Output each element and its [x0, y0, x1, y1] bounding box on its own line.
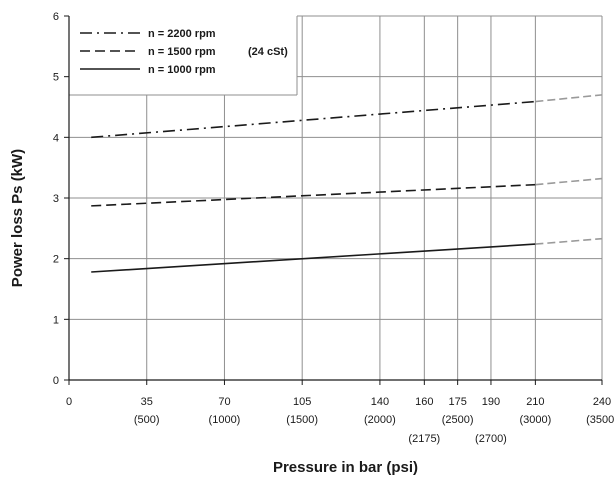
legend-label-2: n = 1000 rpm — [148, 64, 216, 76]
y-tick-label: 5 — [53, 72, 59, 84]
y-tick-label: 2 — [53, 254, 59, 266]
x-tick-sublabel: (3500) — [586, 414, 614, 426]
x-tick-label: 140 — [371, 396, 389, 408]
x-tick-sublabel: (2500) — [442, 414, 474, 426]
x-axis-title: Pressure in bar (psi) — [273, 459, 418, 476]
tick-labels: 0 1 2 3 4 5 6 0 35 (500) 70 (1000) 105 (1500) 140 (2000… — [53, 11, 614, 445]
x-tick-sublabel: (2700) — [475, 433, 507, 445]
series-extrapolation-0 — [535, 94, 603, 103]
grid — [69, 15, 603, 380]
y-tick-label: 6 — [53, 11, 59, 23]
y-tick-label: 3 — [53, 193, 59, 205]
series-lines — [91, 94, 603, 273]
x-tick-label: 175 — [448, 396, 466, 408]
x-tick-label: 160 — [415, 396, 433, 408]
series-extrapolation-1 — [535, 177, 603, 186]
legend-note: (24 cSt) — [248, 46, 288, 58]
x-tick-label: 70 — [218, 396, 230, 408]
x-tick-label: 105 — [293, 396, 311, 408]
x-tick-sublabel: (1000) — [209, 414, 241, 426]
x-tick-label: 240 — [593, 396, 611, 408]
y-tick-label: 0 — [53, 375, 59, 387]
series-line-1 — [91, 183, 536, 207]
x-tick-sublabel: (3000) — [519, 414, 551, 426]
x-tick-label: 0 — [66, 396, 72, 408]
series-extrapolation-2 — [535, 237, 603, 245]
x-tick-label: 210 — [526, 396, 544, 408]
legend: n = 2200 rpm n = 1500 rpm n = 1000 rpm (24 … — [80, 28, 288, 76]
series-line-2 — [91, 243, 536, 273]
x-tick-sublabel: (500) — [134, 414, 160, 426]
x-tick-label: 35 — [141, 396, 153, 408]
series-line-0 — [91, 100, 536, 139]
y-axis-title: Power loss Ps (kW) — [9, 149, 26, 287]
x-tick-sublabel: (1500) — [286, 414, 318, 426]
x-tick-sublabel: (2175) — [408, 433, 440, 445]
axes — [64, 15, 603, 385]
y-tick-label: 1 — [53, 314, 59, 326]
x-tick-label: 190 — [482, 396, 500, 408]
legend-label-1: n = 1500 rpm — [148, 46, 216, 58]
legend-label-0: n = 2200 rpm — [148, 28, 216, 40]
x-tick-sublabel: (2000) — [364, 414, 396, 426]
y-tick-label: 4 — [53, 132, 59, 144]
